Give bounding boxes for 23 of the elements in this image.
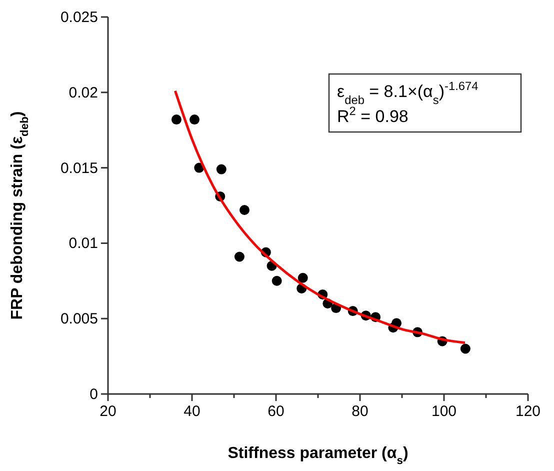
y-tick-label: 0.01 xyxy=(68,235,98,252)
x-tick-label: 80 xyxy=(352,403,368,420)
point xyxy=(190,114,200,125)
x-axis-title: Stiffness parameter (α$_{s}$) xyxy=(228,445,408,467)
point xyxy=(240,205,250,216)
point xyxy=(298,272,308,283)
point xyxy=(460,344,470,354)
annotation: R$^{2}$ = 0.98 xyxy=(337,104,408,126)
point xyxy=(171,114,182,125)
x-tick-label: 120 xyxy=(515,403,541,420)
y-tick-label: 0.02 xyxy=(68,84,98,102)
y-tick-label: 0.005 xyxy=(60,310,98,328)
annotation: ε$_{deb}$ = 8.1×(α$_{s}$)$^{-1.674}$ xyxy=(337,79,479,107)
y-tick-label: 0.015 xyxy=(60,160,98,177)
x-tick-label: 60 xyxy=(268,403,284,420)
y-tick-label: 0.025 xyxy=(60,9,98,26)
point xyxy=(234,252,244,262)
point xyxy=(216,164,226,174)
y-tick-label: 0 xyxy=(90,386,98,403)
x-tick-label: 40 xyxy=(184,403,200,420)
x-tick-label: 20 xyxy=(100,403,116,420)
point xyxy=(272,276,282,286)
x-tick-label: 100 xyxy=(431,403,457,420)
